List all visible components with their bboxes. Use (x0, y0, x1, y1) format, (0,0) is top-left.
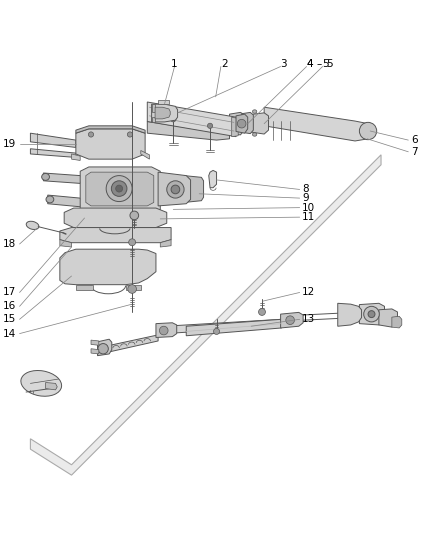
Text: 11: 11 (302, 212, 315, 222)
Polygon shape (86, 172, 154, 206)
Ellipse shape (252, 133, 257, 136)
Text: 6: 6 (411, 135, 418, 145)
Circle shape (116, 185, 123, 192)
Polygon shape (379, 309, 397, 327)
Circle shape (258, 309, 265, 316)
Circle shape (368, 311, 375, 318)
Polygon shape (338, 303, 361, 326)
Circle shape (130, 211, 139, 220)
Polygon shape (160, 240, 171, 247)
Polygon shape (141, 150, 149, 159)
Text: 9: 9 (302, 193, 309, 203)
Polygon shape (76, 285, 93, 290)
Circle shape (208, 123, 212, 128)
Polygon shape (247, 113, 268, 134)
Circle shape (127, 132, 133, 137)
Circle shape (213, 328, 219, 335)
Circle shape (129, 239, 136, 246)
Circle shape (171, 117, 176, 122)
Text: 8: 8 (302, 183, 309, 193)
Text: 10: 10 (302, 203, 315, 213)
Polygon shape (60, 228, 171, 243)
Circle shape (111, 181, 127, 196)
Polygon shape (165, 319, 282, 334)
Polygon shape (230, 112, 247, 135)
Text: 17: 17 (4, 287, 17, 297)
Polygon shape (46, 383, 57, 390)
Polygon shape (158, 172, 191, 206)
Polygon shape (64, 208, 167, 228)
Polygon shape (281, 312, 303, 328)
Text: 2: 2 (221, 59, 227, 69)
Polygon shape (264, 107, 368, 141)
Polygon shape (158, 100, 169, 104)
Circle shape (364, 306, 379, 322)
Text: 5: 5 (326, 59, 333, 69)
Polygon shape (30, 149, 76, 157)
Polygon shape (126, 285, 141, 290)
Circle shape (237, 119, 246, 128)
Polygon shape (232, 117, 238, 136)
Circle shape (286, 316, 294, 325)
Text: 3: 3 (281, 59, 287, 69)
Ellipse shape (46, 196, 54, 203)
Polygon shape (71, 154, 80, 160)
Polygon shape (242, 112, 253, 134)
Ellipse shape (252, 110, 257, 114)
Circle shape (98, 344, 108, 354)
Polygon shape (184, 175, 204, 203)
Polygon shape (60, 249, 156, 285)
Circle shape (171, 185, 180, 194)
Text: 13: 13 (302, 314, 315, 324)
Text: 18: 18 (4, 239, 17, 249)
Polygon shape (76, 129, 145, 159)
Polygon shape (147, 102, 236, 136)
Polygon shape (30, 155, 381, 475)
Polygon shape (91, 340, 99, 345)
Ellipse shape (21, 370, 62, 396)
Text: 14: 14 (4, 328, 17, 338)
Text: 1: 1 (171, 59, 178, 69)
Polygon shape (186, 319, 282, 336)
Polygon shape (156, 323, 177, 337)
Polygon shape (30, 133, 76, 148)
Ellipse shape (42, 173, 49, 180)
Polygon shape (76, 126, 145, 133)
Text: 7: 7 (411, 147, 418, 157)
Text: 4: 4 (307, 59, 313, 69)
Polygon shape (147, 122, 230, 140)
Polygon shape (209, 171, 216, 188)
Circle shape (159, 326, 168, 335)
Polygon shape (155, 107, 170, 119)
Polygon shape (360, 303, 385, 325)
Text: 4: 4 (307, 59, 313, 69)
Polygon shape (152, 104, 155, 111)
Polygon shape (91, 349, 99, 354)
Text: 5: 5 (323, 59, 329, 69)
Polygon shape (152, 104, 177, 122)
Ellipse shape (26, 221, 39, 230)
Polygon shape (43, 173, 82, 183)
Circle shape (128, 285, 137, 293)
Circle shape (88, 132, 94, 137)
Polygon shape (236, 114, 248, 133)
Circle shape (167, 181, 184, 198)
Polygon shape (98, 339, 112, 356)
Circle shape (106, 175, 132, 201)
Text: 19: 19 (4, 140, 17, 149)
Text: 16: 16 (4, 301, 17, 311)
Polygon shape (104, 335, 158, 353)
Text: 15: 15 (4, 314, 17, 324)
Text: –: – (316, 59, 321, 69)
Text: 12: 12 (302, 287, 315, 297)
Polygon shape (392, 316, 402, 328)
Polygon shape (80, 167, 160, 215)
Polygon shape (152, 117, 155, 122)
Polygon shape (48, 195, 82, 207)
Polygon shape (60, 240, 71, 247)
Ellipse shape (360, 123, 377, 140)
